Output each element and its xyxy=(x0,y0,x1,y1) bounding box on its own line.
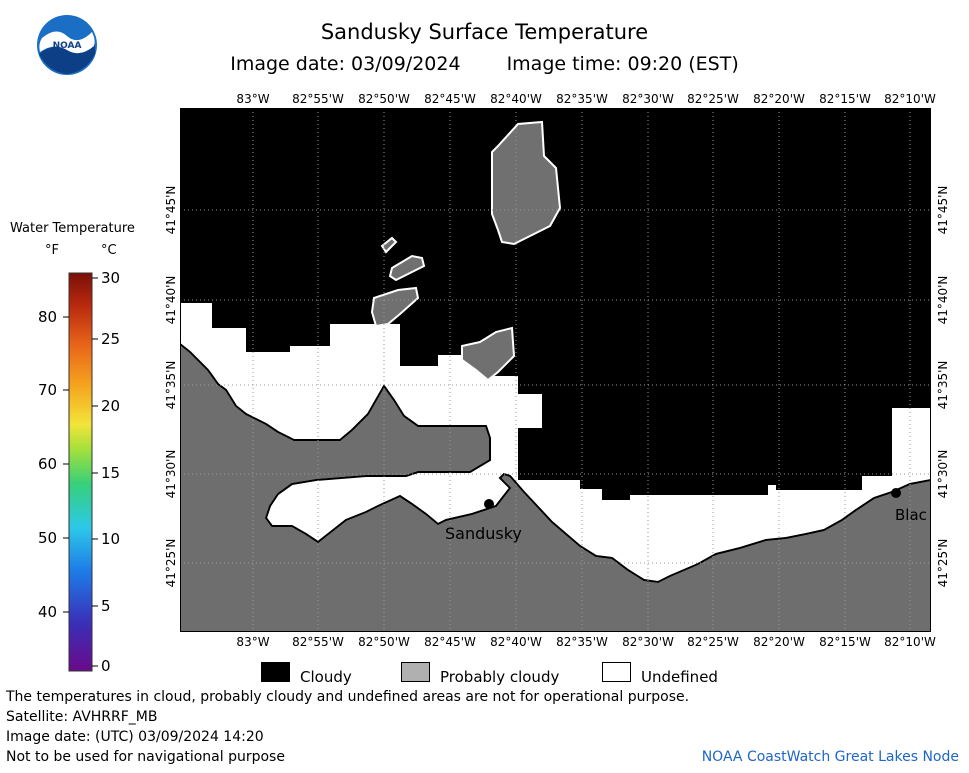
legend-swatch-undefined xyxy=(602,662,631,682)
lon-label-bottom: 83°W xyxy=(236,635,270,649)
legend-label-cloudy: Cloudy xyxy=(300,668,352,686)
lat-label-left: 41°25'N xyxy=(164,538,178,588)
colorbar-f-tick: 40 xyxy=(38,603,58,621)
lon-label-top: 82°55'W xyxy=(292,92,344,106)
noaa-logo: NOAA xyxy=(36,14,98,76)
legend-label-undefined: Undefined xyxy=(641,668,718,686)
map-frame xyxy=(180,108,931,632)
colorbar-c-tick: 0 xyxy=(101,657,111,675)
colorbar-gradient xyxy=(68,272,93,672)
colorbar-title: Water Temperature xyxy=(10,221,135,236)
lon-label-bottom: 82°30'W xyxy=(622,635,674,649)
graticule xyxy=(180,108,931,632)
lon-label-bottom: 82°10'W xyxy=(884,635,936,649)
cloud-region xyxy=(180,108,931,500)
lat-label-right: 41°30'N xyxy=(936,449,950,499)
colorbar-unit-c: °C xyxy=(101,243,117,258)
legend-swatch-probably-cloudy xyxy=(401,662,430,682)
colorbar xyxy=(63,272,98,672)
colorbar-c-tick: 20 xyxy=(101,397,121,415)
lat-label-right: 41°25'N xyxy=(936,538,950,588)
lon-label-bottom: 82°50'W xyxy=(358,635,410,649)
colorbar-f-tick: 70 xyxy=(38,381,58,399)
lon-label-top: 82°15'W xyxy=(819,92,871,106)
noaa-logo-icon: NOAA xyxy=(37,15,97,75)
blac-marker xyxy=(891,488,901,498)
image-time: Image time: 09:20 (EST) xyxy=(506,53,739,75)
lat-label-left: 41°35'N xyxy=(164,360,178,410)
legend-label-probably-cloudy: Probably cloudy xyxy=(440,668,560,686)
probably-cloudy-patch xyxy=(461,326,516,382)
sandusky-label: Sandusky xyxy=(445,524,522,543)
lon-label-top: 82°25'W xyxy=(687,92,739,106)
disclaimer-text: The temperatures in cloud, probably clou… xyxy=(6,689,690,705)
lon-label-bottom: 82°55'W xyxy=(292,635,344,649)
colorbar-f-tick: 60 xyxy=(38,455,58,473)
lon-label-top: 82°35'W xyxy=(556,92,608,106)
coastline xyxy=(180,343,931,584)
lat-label-right: 41°40'N xyxy=(936,275,950,325)
lat-label-right: 41°45'N xyxy=(936,185,950,235)
lat-label-right: 41°35'N xyxy=(936,360,950,410)
lon-label-top: 82°20'W xyxy=(753,92,805,106)
lat-label-left: 41°30'N xyxy=(164,449,178,499)
lon-label-top: 83°W xyxy=(236,92,270,106)
undefined-pocket xyxy=(892,408,931,456)
page-title: Sandusky Surface Temperature xyxy=(320,20,649,44)
lon-label-top: 82°45'W xyxy=(424,92,476,106)
navigation-warning: Not to be used for navigational purpose xyxy=(6,749,285,765)
lat-label-left: 41°45'N xyxy=(164,185,178,235)
noaa-logo-text: NOAA xyxy=(53,41,82,51)
colorbar-f-tick: 80 xyxy=(38,308,58,326)
colorbar-c-tick: 10 xyxy=(101,530,121,548)
credit-link[interactable]: NOAA CoastWatch Great Lakes Node xyxy=(701,749,959,765)
colorbar-f-tick: 50 xyxy=(38,529,58,547)
probably-cloudy-patch xyxy=(491,120,562,246)
lon-label-top: 82°40'W xyxy=(490,92,542,106)
colorbar-c-tick: 25 xyxy=(101,330,121,348)
lon-label-bottom: 82°25'W xyxy=(687,635,739,649)
lat-label-left: 41°40'N xyxy=(164,275,178,325)
legend-swatch-cloudy xyxy=(261,662,290,682)
lon-label-bottom: 82°20'W xyxy=(753,635,805,649)
lon-label-bottom: 82°45'W xyxy=(424,635,476,649)
lon-label-bottom: 82°35'W xyxy=(556,635,608,649)
lon-label-bottom: 82°15'W xyxy=(819,635,871,649)
probably-cloudy-patch xyxy=(388,254,426,282)
satellite-text: Satellite: AVHRRF_MB xyxy=(6,709,158,725)
colorbar-unit-f: °F xyxy=(45,243,59,258)
utc-date-text: Image date: (UTC) 03/09/2024 14:20 xyxy=(6,729,264,745)
lon-label-top: 82°50'W xyxy=(358,92,410,106)
image-date: Image date: 03/09/2024 xyxy=(230,53,461,75)
colorbar-c-tick: 30 xyxy=(101,269,121,287)
lon-label-top: 82°30'W xyxy=(622,92,674,106)
lon-label-bottom: 82°40'W xyxy=(490,635,542,649)
image-datetime-line: Image date: 03/09/2024 Image time: 09:20 … xyxy=(0,53,969,75)
probably-cloudy-patch xyxy=(380,236,398,254)
colorbar-c-tick: 5 xyxy=(101,597,111,615)
map-panel: Sandusky Blac xyxy=(180,108,931,632)
sandusky-marker xyxy=(484,499,494,509)
blac-label: Blac xyxy=(895,506,927,524)
lon-label-top: 82°10'W xyxy=(884,92,936,106)
colorbar-c-tick: 15 xyxy=(101,464,121,482)
